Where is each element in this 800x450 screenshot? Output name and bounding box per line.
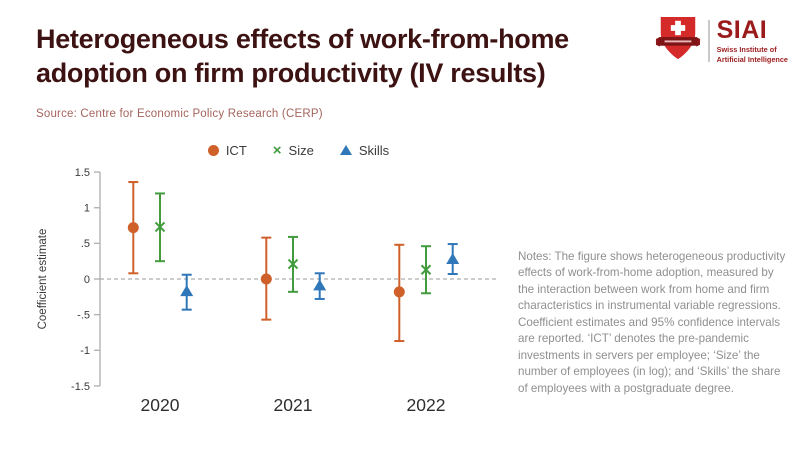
triangle-marker-icon: [180, 285, 194, 297]
circle-marker-icon: [260, 273, 272, 285]
ci-errorbar-ict-2022: [393, 243, 405, 343]
siai-logo: SIAI Swiss Institute of Artificial Intel…: [655, 16, 788, 66]
page-title-line-1: Heterogeneous effects of work-from-home: [36, 24, 569, 54]
y-axis-title: Coefficient estimate: [37, 229, 49, 330]
y-tick-label: 0: [84, 274, 90, 286]
legend-item-size: × Size: [273, 143, 314, 158]
circle-marker-icon: [127, 222, 139, 234]
ci-errorbar-skills-2021: [313, 272, 327, 300]
swiss-shield-icon: [655, 15, 701, 68]
legend-item-ict: ICT: [207, 142, 247, 158]
circle-marker-icon: [393, 286, 405, 298]
triangle-marker-icon: [313, 279, 327, 291]
ci-errorbar-skills-2022: [446, 243, 460, 276]
page-title: Heterogeneous effects of work-from-home …: [36, 22, 651, 90]
logo-divider: [707, 20, 710, 62]
ci-errorbar-size-2022: [420, 245, 432, 295]
brand-name: SIAI: [716, 16, 768, 45]
ci-errorbar-skills-2020: [180, 273, 194, 311]
y-tick-label: -1: [80, 345, 90, 357]
legend-item-skills: Skills: [339, 142, 390, 158]
y-tick-label: -1.5: [71, 381, 90, 393]
chart-legend: ICT × Size Skills: [100, 141, 497, 159]
x-marker-icon: ×: [272, 141, 282, 159]
notes-text: Notes: The figure shows heterogeneous pr…: [518, 250, 786, 395]
triangle-marker-icon: [446, 253, 460, 265]
brand-block: SIAI Swiss Institute of Artificial Intel…: [716, 16, 788, 64]
ci-errorbar-ict-2020: [127, 181, 139, 275]
ci-errorbar-size-2020: [154, 192, 166, 263]
page-title-line-2: adoption on firm productivity (IV result…: [36, 58, 546, 88]
x-category-label: 2021: [274, 395, 313, 415]
x-category-label: 2020: [141, 395, 180, 415]
x-category-label: 2022: [407, 395, 446, 415]
ci-errorbar-size-2021: [287, 235, 299, 293]
legend-label: Skills: [358, 142, 390, 158]
circle-marker-icon: [207, 144, 219, 156]
y-tick-label: 1.5: [75, 167, 90, 179]
source-text: Source: Centre for Economic Policy Resea…: [36, 108, 323, 120]
legend-label: Size: [288, 142, 314, 158]
y-tick-label: 1: [84, 203, 90, 215]
legend-label: ICT: [225, 142, 247, 158]
ci-errorbar-ict-2021: [260, 236, 272, 321]
y-tick-label: .5: [81, 238, 90, 250]
triangle-marker-icon: [339, 145, 352, 155]
chart-area: ICT × Size Skills 1.5 1.5 0 -.5 -1 -1.5 Coefficie…: [30, 141, 510, 436]
y-tick-label: -.5: [77, 309, 90, 321]
brand-subtitle: Swiss Institute of Artificial Intelligen…: [716, 45, 788, 64]
